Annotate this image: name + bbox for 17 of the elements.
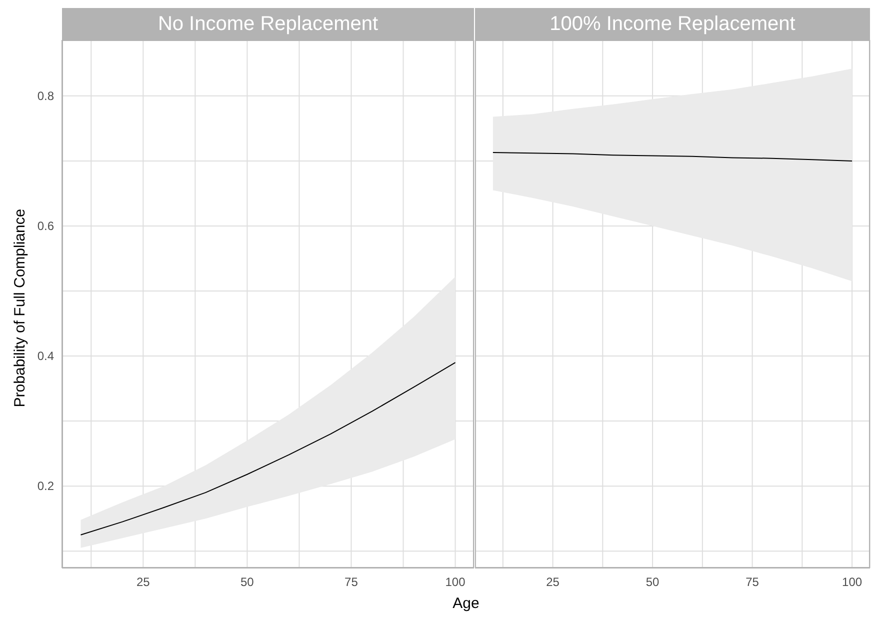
- chart-title: No Income Replacement: [62, 8, 474, 40]
- line-series: [80, 362, 456, 536]
- x-tick-label: 25: [546, 575, 560, 589]
- x-tick-label: 75: [746, 575, 760, 589]
- x-tick-label: 25: [136, 575, 150, 589]
- x-tick-label: 75: [344, 575, 358, 589]
- y-tick-label: 0.8: [37, 88, 54, 103]
- y-tick-label: 0.4: [37, 349, 54, 364]
- y-tick-label: 0.2: [37, 479, 54, 494]
- y-axis-title: Probability of Full Compliance: [12, 208, 28, 408]
- x-tick-label: 100: [842, 575, 862, 589]
- chart-title: 100% Income Replacement: [475, 8, 870, 40]
- x-tick-label: 100: [445, 575, 466, 589]
- y-tick-label: 0.6: [37, 218, 54, 233]
- x-tick-label: 50: [646, 575, 660, 589]
- x-axis-title: Age: [452, 595, 480, 612]
- x-tick-label: 50: [240, 575, 254, 589]
